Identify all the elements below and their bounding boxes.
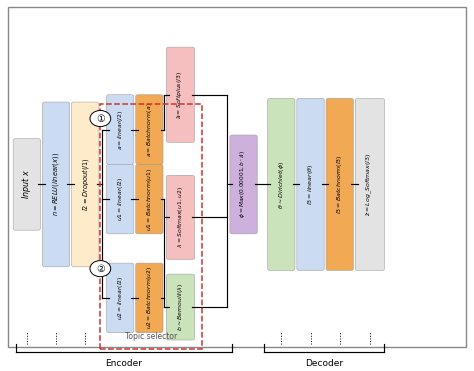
Text: $b \sim Bernoulli(\lambda)$: $b \sim Bernoulli(\lambda)$ — [176, 283, 185, 331]
FancyBboxPatch shape — [166, 47, 195, 142]
Text: $\hat{a} = Softplus(l3)$: $\hat{a} = Softplus(l3)$ — [175, 71, 185, 119]
Text: $\lambda = Softmax(u1, u2)$: $\lambda = Softmax(u1, u2)$ — [176, 187, 185, 248]
Circle shape — [90, 111, 111, 127]
Text: $\phi = Max(0.00001, b \cdot \hat{a})$: $\phi = Max(0.00001, b \cdot \hat{a})$ — [239, 150, 248, 219]
Text: $a = linear(l2)$: $a = linear(l2)$ — [116, 109, 125, 150]
Text: $l3 = Batchnorm(l3)$: $l3 = Batchnorm(l3)$ — [335, 155, 344, 214]
Circle shape — [90, 260, 111, 277]
FancyBboxPatch shape — [107, 164, 134, 234]
FancyBboxPatch shape — [13, 139, 40, 230]
Text: $u1 = Batchnorm(u1)$: $u1 = Batchnorm(u1)$ — [145, 168, 154, 231]
Text: $l2 = Dropout(l1)$: $l2 = Dropout(l1)$ — [80, 158, 91, 211]
FancyBboxPatch shape — [326, 98, 354, 270]
Text: $a = Batchnorm(a)$: $a = Batchnorm(a)$ — [145, 102, 154, 157]
FancyBboxPatch shape — [136, 263, 163, 333]
FancyBboxPatch shape — [136, 95, 163, 164]
FancyBboxPatch shape — [297, 98, 324, 270]
Text: $u2 = Batchnorm(u2)$: $u2 = Batchnorm(u2)$ — [145, 266, 154, 329]
Text: $\hat{z} = Log\_Softmax(l3)$: $\hat{z} = Log\_Softmax(l3)$ — [365, 153, 375, 216]
FancyBboxPatch shape — [136, 164, 163, 234]
FancyBboxPatch shape — [9, 7, 466, 347]
Text: Topic selector: Topic selector — [125, 332, 177, 341]
FancyBboxPatch shape — [107, 263, 134, 333]
FancyBboxPatch shape — [107, 95, 134, 164]
Text: $l3 = linear(\theta)$: $l3 = linear(\theta)$ — [306, 164, 315, 205]
FancyBboxPatch shape — [230, 135, 257, 234]
Text: ①: ① — [96, 114, 105, 124]
FancyBboxPatch shape — [356, 98, 384, 270]
Text: $u1 = linear(l2)$: $u1 = linear(l2)$ — [116, 177, 125, 221]
Text: $n = RELU(linear(x))$: $n = RELU(linear(x))$ — [51, 152, 61, 216]
Text: Input $x$: Input $x$ — [20, 170, 33, 200]
FancyBboxPatch shape — [42, 102, 70, 267]
Text: $\theta \sim Dirichlet(\phi)$: $\theta \sim Dirichlet(\phi)$ — [277, 160, 286, 209]
Text: $u2 = linear(l2)$: $u2 = linear(l2)$ — [116, 276, 125, 320]
FancyBboxPatch shape — [72, 102, 99, 267]
Text: Decoder: Decoder — [305, 359, 343, 368]
FancyBboxPatch shape — [166, 274, 195, 340]
Text: Encoder: Encoder — [105, 359, 142, 368]
FancyBboxPatch shape — [268, 98, 295, 270]
FancyBboxPatch shape — [166, 175, 195, 259]
Text: ②: ② — [96, 264, 105, 274]
